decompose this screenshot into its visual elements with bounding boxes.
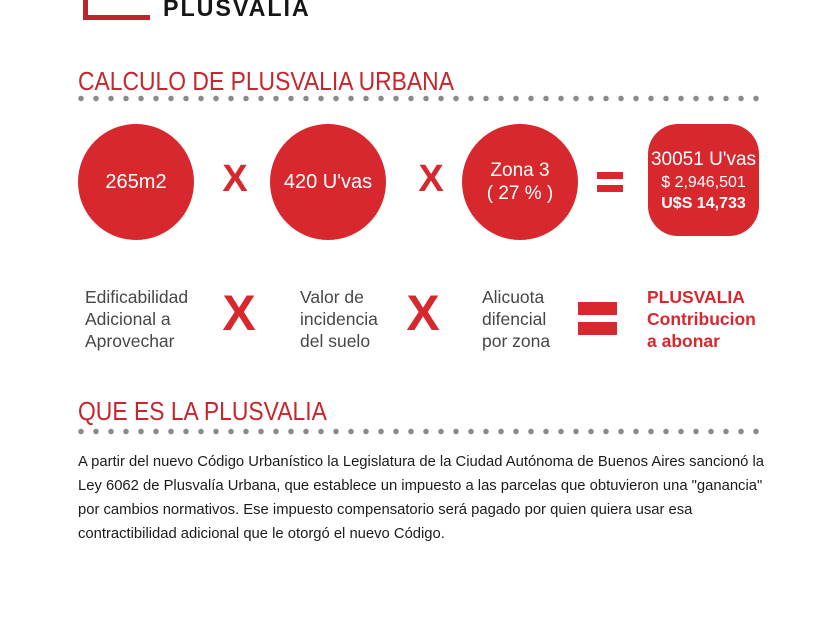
- equals-bar: [578, 302, 617, 315]
- result-dolares: U$S 14,733: [661, 195, 746, 212]
- factor-value-line1: Zona 3: [490, 160, 550, 181]
- multiply-icon: X: [222, 285, 256, 341]
- paragraph-line: A partir del nuevo Código Urbanístico la…: [78, 454, 765, 470]
- label-line: Contribucion: [647, 309, 756, 329]
- label-line: Valor de: [300, 287, 364, 307]
- formula-label-plusvalia-result: PLUSVALIA Contribucion a abonar: [647, 286, 756, 352]
- brand-name: PLUSVALIA: [163, 0, 311, 22]
- dotted-divider: [78, 428, 768, 435]
- brand-logo-corner-icon: [83, 0, 150, 20]
- paragraph-line: por cambios normativos. Ese impuesto com…: [78, 502, 693, 518]
- label-line: Adicional a: [85, 309, 171, 329]
- factor-value: 265m2: [105, 171, 167, 193]
- multiply-icon: X: [406, 285, 440, 341]
- equals-icon: [597, 172, 623, 198]
- calculo-section-title: CALCULO DE PLUSVALIA URBANA: [78, 66, 454, 96]
- factor-value-line2: ( 27 % ): [486, 183, 554, 204]
- dotted-divider: [78, 95, 768, 102]
- formula-label-valor-incidencia: Valor de incidencia del suelo: [300, 286, 378, 352]
- label-line: difencial: [482, 309, 547, 329]
- formula-label-edificabilidad: Edificabilidad Adicional a Aprovechar: [85, 286, 188, 352]
- label-line: por zona: [482, 331, 551, 351]
- label-line: Alicuota: [482, 287, 545, 307]
- label-line: PLUSVALIA: [647, 287, 745, 307]
- factor-circle-zona: Zona 3 ( 27 % ): [462, 124, 578, 240]
- label-line: a abonar: [647, 331, 720, 351]
- equals-bar: [597, 185, 623, 192]
- label-line: incidencia: [300, 309, 378, 329]
- label-line: Aprovechar: [85, 331, 175, 351]
- factor-circle-edificabilidad: 265m2: [78, 124, 194, 240]
- result-uvas: 30051 U'vas: [650, 149, 757, 170]
- equals-bar: [597, 172, 623, 179]
- result-pesos: $ 2,946,501: [661, 174, 746, 191]
- multiply-icon: X: [222, 158, 248, 200]
- formula-label-alicuota: Alicuota difencial por zona: [482, 286, 550, 352]
- paragraph-line: contractibilidad adicional que le otorgó…: [78, 526, 445, 542]
- factor-value: 420 U'vas: [283, 171, 373, 193]
- label-line: Edificabilidad: [85, 287, 189, 307]
- paragraph-line: Ley 6062 de Plusvalía Urbana, que establ…: [78, 478, 763, 494]
- factor-circle-valor-incidencia: 420 U'vas: [270, 124, 386, 240]
- explanation-paragraph: A partir del nuevo Código Urbanístico la…: [78, 450, 794, 546]
- equals-bar: [578, 322, 617, 335]
- result-box: 30051 U'vas $ 2,946,501 U$S 14,733: [648, 124, 759, 236]
- label-line: del suelo: [300, 331, 371, 351]
- multiply-icon: X: [418, 158, 444, 200]
- equals-icon: [578, 302, 617, 342]
- que-section-title: QUE ES LA PLUSVALIA: [78, 396, 327, 426]
